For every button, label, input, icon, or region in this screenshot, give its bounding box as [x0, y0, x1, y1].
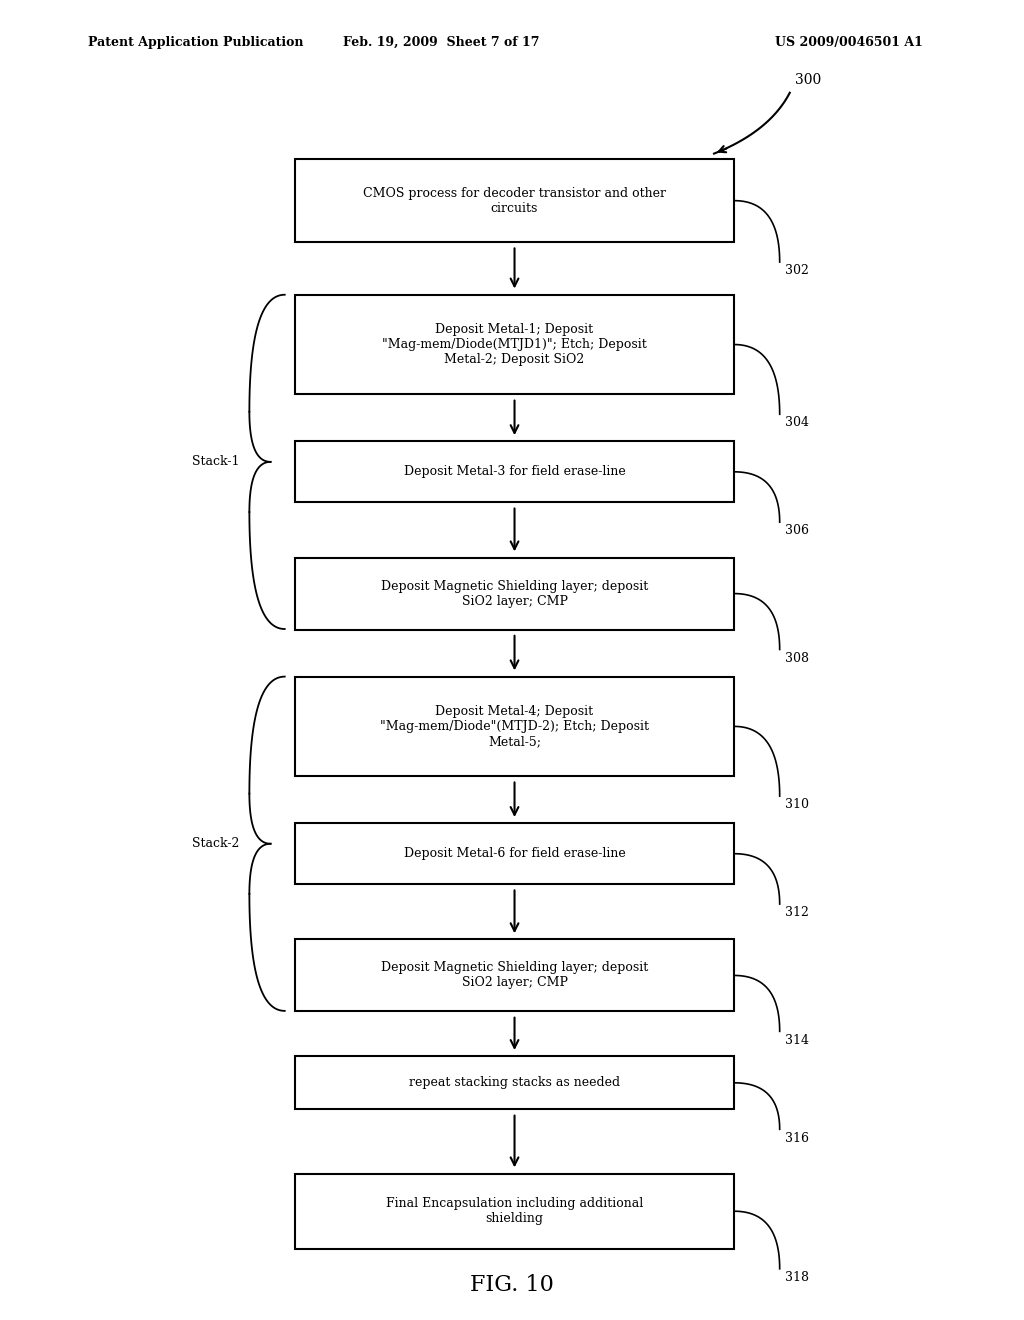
FancyBboxPatch shape [295, 1056, 734, 1109]
FancyBboxPatch shape [295, 677, 734, 776]
Text: 314: 314 [784, 1034, 809, 1047]
FancyBboxPatch shape [295, 1173, 734, 1249]
FancyBboxPatch shape [295, 557, 734, 630]
Text: 316: 316 [784, 1131, 809, 1144]
Text: Deposit Metal-6 for field erase-line: Deposit Metal-6 for field erase-line [403, 847, 626, 861]
Text: FIG. 10: FIG. 10 [470, 1274, 554, 1296]
Text: Stack-1: Stack-1 [191, 455, 240, 469]
Text: Deposit Metal-3 for field erase-line: Deposit Metal-3 for field erase-line [403, 466, 626, 478]
Text: repeat stacking stacks as needed: repeat stacking stacks as needed [409, 1076, 621, 1089]
Text: 306: 306 [784, 524, 809, 537]
Text: Final Encapsulation including additional
shielding: Final Encapsulation including additional… [386, 1197, 643, 1225]
FancyBboxPatch shape [295, 160, 734, 242]
Text: Deposit Magnetic Shielding layer; deposit
SiO2 layer; CMP: Deposit Magnetic Shielding layer; deposi… [381, 579, 648, 607]
Text: Deposit Magnetic Shielding layer; deposit
SiO2 layer; CMP: Deposit Magnetic Shielding layer; deposi… [381, 961, 648, 990]
FancyBboxPatch shape [295, 441, 734, 503]
Text: 308: 308 [784, 652, 809, 665]
Text: CMOS process for decoder transistor and other
circuits: CMOS process for decoder transistor and … [364, 186, 666, 215]
Text: Stack-2: Stack-2 [191, 837, 240, 850]
FancyBboxPatch shape [295, 940, 734, 1011]
FancyBboxPatch shape [295, 294, 734, 395]
FancyBboxPatch shape [295, 824, 734, 884]
Text: 304: 304 [784, 417, 809, 429]
Text: Patent Application Publication: Patent Application Publication [88, 36, 303, 49]
Text: 300: 300 [795, 73, 821, 87]
Text: 310: 310 [784, 799, 809, 812]
Text: 318: 318 [784, 1271, 809, 1284]
Text: Deposit Metal-1; Deposit
"Mag-mem/Diode(MTJD1)"; Etch; Deposit
Metal-2; Deposit : Deposit Metal-1; Deposit "Mag-mem/Diode(… [382, 323, 647, 366]
Text: Deposit Metal-4; Deposit
"Mag-mem/Diode"(MTJD-2); Etch; Deposit
Metal-5;: Deposit Metal-4; Deposit "Mag-mem/Diode"… [380, 705, 649, 748]
Text: 302: 302 [784, 264, 809, 277]
Text: Feb. 19, 2009  Sheet 7 of 17: Feb. 19, 2009 Sheet 7 of 17 [343, 36, 540, 49]
Text: 312: 312 [784, 907, 809, 919]
Text: US 2009/0046501 A1: US 2009/0046501 A1 [774, 36, 923, 49]
